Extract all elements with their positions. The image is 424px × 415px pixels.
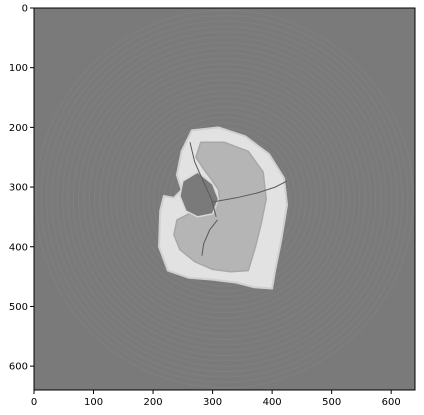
reconstruction-ring xyxy=(51,25,398,373)
x-tick-label: 500 xyxy=(322,397,341,408)
y-axis: 0 100 200 300 400 500 600 xyxy=(9,4,34,373)
reconstruction-ring xyxy=(104,79,345,319)
x-tick-label: 200 xyxy=(144,397,163,408)
reconstruction-ring xyxy=(126,100,323,298)
reconstruction-ring xyxy=(88,63,361,335)
reconstruction-ring xyxy=(99,74,350,324)
reconstruction-ring xyxy=(78,52,371,346)
reconstruction-ring xyxy=(137,111,312,287)
y-tick-label: 600 xyxy=(9,362,28,373)
reconstruction-ring xyxy=(94,68,355,330)
reconstruction-ring xyxy=(67,41,382,357)
image-plot-area xyxy=(34,8,415,390)
x-tick-label: 400 xyxy=(263,397,282,408)
y-tick-label: 200 xyxy=(9,123,28,134)
x-tick-label: 300 xyxy=(203,397,222,408)
reconstruction-ring xyxy=(110,84,339,314)
y-tick-label: 500 xyxy=(9,302,28,313)
x-tick-label: 600 xyxy=(382,397,401,408)
tissue-cavity xyxy=(179,171,220,218)
reconstruction-ring xyxy=(83,58,366,340)
tissue-crack xyxy=(212,180,288,203)
x-axis: 0 100 200 300 400 500 600 xyxy=(31,390,401,408)
tissue-inner-layer xyxy=(173,141,267,273)
y-tick-label: 300 xyxy=(9,183,28,194)
reconstruction-ring xyxy=(131,106,318,292)
reconstruction-ring xyxy=(46,20,403,378)
plot-frame xyxy=(33,7,416,391)
reconstruction-ring xyxy=(62,36,387,362)
tissue-crack xyxy=(189,142,217,218)
y-tick-label: 100 xyxy=(9,63,28,74)
y-tick-label: 400 xyxy=(9,242,28,253)
tissue-crack xyxy=(201,219,218,256)
reconstruction-ring xyxy=(56,31,393,367)
reconstruction-ring xyxy=(35,9,414,389)
x-tick-label: 100 xyxy=(84,397,103,408)
y-tick-label: 0 xyxy=(22,4,28,15)
reconstruction-ring xyxy=(72,47,377,351)
reconstruction-ring xyxy=(40,15,409,383)
reconstruction-ring xyxy=(121,95,328,303)
x-tick-label: 0 xyxy=(31,397,37,408)
reconstruction-ring xyxy=(115,90,334,308)
tissue-cracks xyxy=(189,142,288,256)
